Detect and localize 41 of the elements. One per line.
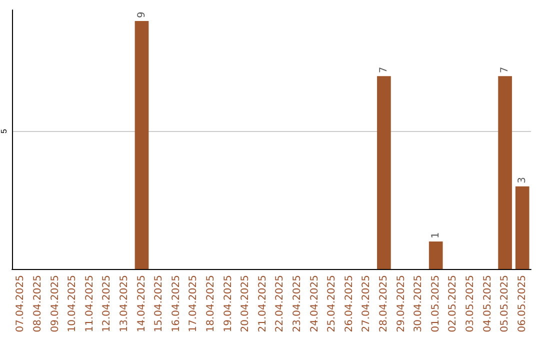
x-tick-label: 08.04.2025: [32, 275, 44, 332]
bar: [515, 186, 530, 269]
x-tick-label: 28.04.2025: [378, 275, 390, 332]
x-tick-label: 25.04.2025: [326, 275, 338, 332]
x-tick-label: 06.05.2025: [516, 275, 528, 332]
data-label: 9: [136, 12, 148, 18]
x-tick-label: 23.04.2025: [292, 275, 303, 332]
x-tick-label: 07.04.2025: [15, 275, 26, 332]
x-tick-label: 01.05.2025: [430, 275, 442, 332]
x-tick-label: 12.04.2025: [102, 275, 113, 332]
x-tick-label: 14.04.2025: [136, 275, 148, 332]
x-tick-label: 11.04.2025: [84, 275, 96, 332]
x-tick-label: 15.04.2025: [154, 275, 165, 332]
x-tick-label: 17.04.2025: [188, 275, 200, 332]
x-tick-label: 03.05.2025: [464, 275, 476, 332]
x-tick-label: 22.04.2025: [274, 275, 286, 332]
bar: [428, 241, 443, 269]
x-tick-label: 19.04.2025: [222, 275, 234, 332]
x-tick-label: 18.04.2025: [205, 275, 216, 332]
x-tick-label: 30.04.2025: [413, 275, 424, 332]
data-label: 7: [500, 66, 511, 74]
bar: [377, 76, 391, 269]
x-tick-label: 09.04.2025: [50, 275, 61, 332]
x-tick-label: 24.04.2025: [309, 275, 320, 332]
x-tick-label: 16.04.2025: [170, 275, 182, 332]
bar: [134, 21, 149, 269]
data-label: 3: [516, 176, 528, 184]
data-label: 1: [430, 232, 442, 238]
x-tick-label: 26.04.2025: [344, 275, 355, 332]
x-tick-label: 13.04.2025: [118, 275, 130, 332]
x-tick-label: 20.04.2025: [240, 275, 252, 332]
x-tick-label: 21.04.2025: [257, 275, 268, 332]
x-tick-label: 10.04.2025: [67, 275, 78, 332]
data-label: 7: [378, 66, 390, 74]
y-tick-label: 5: [0, 128, 8, 134]
x-tick-label: 04.05.2025: [482, 275, 494, 332]
x-tick-label: 29.04.2025: [396, 275, 407, 332]
x-tick-label: 05.05.2025: [500, 275, 511, 332]
bar: [498, 76, 512, 269]
x-tick-label: 02.05.2025: [448, 275, 459, 332]
x-tick-label: 27.04.2025: [361, 275, 372, 332]
